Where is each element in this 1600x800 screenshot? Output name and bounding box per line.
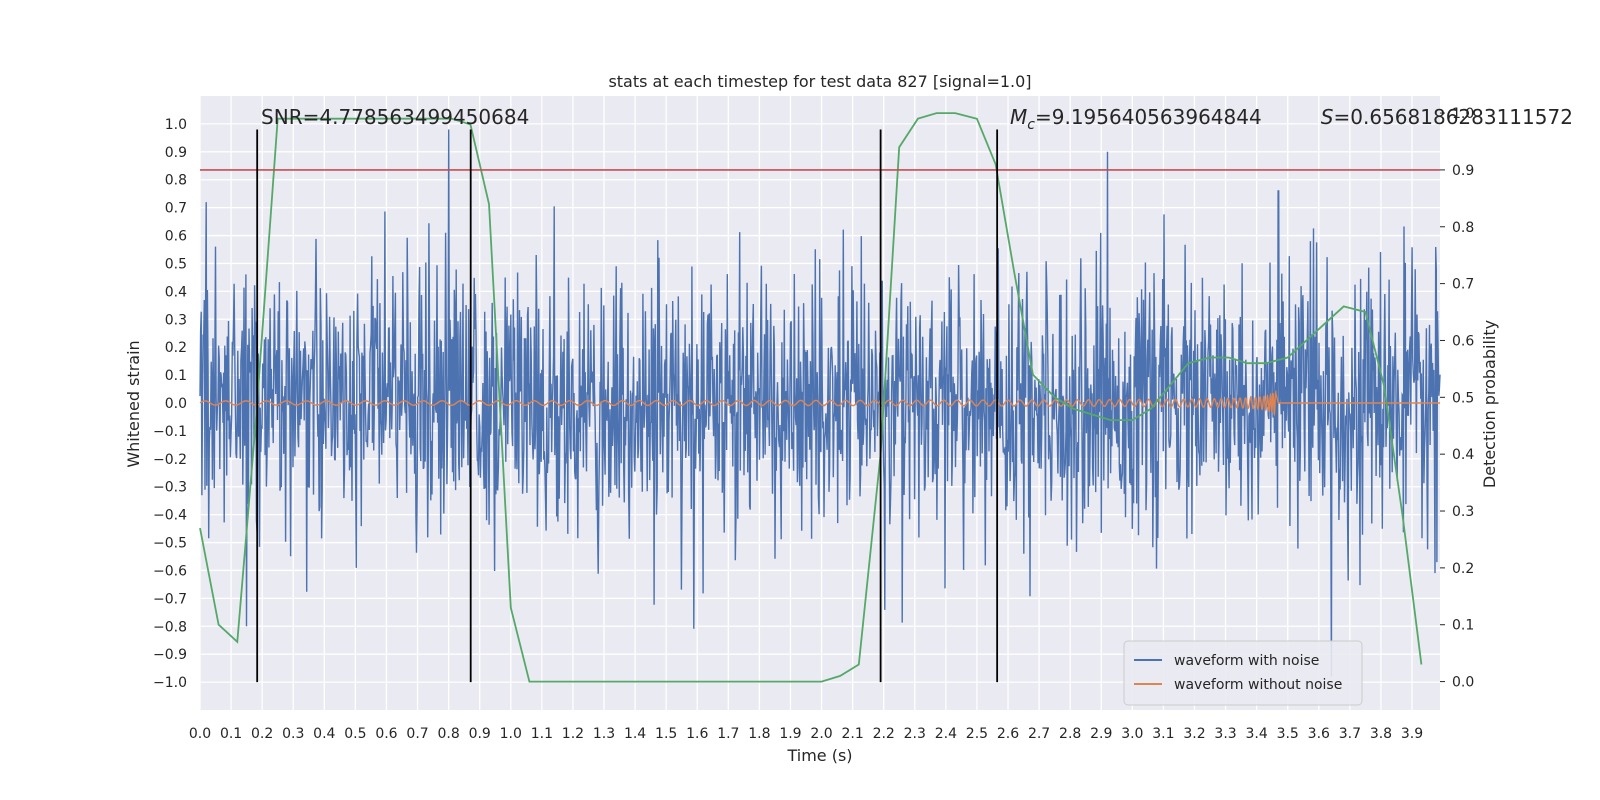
x-tick-label: 0.1 (220, 726, 242, 742)
series-layer (199, 112, 1441, 683)
y-tick-label-right: 0.6 (1452, 333, 1474, 349)
s-annotation: S=0.6568186283111572 (1321, 105, 1573, 129)
x-tick-label: 1.5 (655, 726, 677, 742)
y-tick-label: 0.9 (165, 145, 187, 161)
x-tick-label: 2.6 (997, 726, 1019, 742)
x-tick-label: 3.8 (1370, 726, 1392, 742)
x-tick-label: 3.7 (1339, 726, 1361, 742)
x-tick-label: 2.9 (1090, 726, 1112, 742)
x-tick-label: 2.4 (935, 726, 957, 742)
y-tick-label: 0.4 (165, 284, 187, 300)
x-tick-label: 3.0 (1121, 726, 1143, 742)
y-axis-label-right: Detection probability (1480, 320, 1499, 488)
x-tick-label: 1.3 (593, 726, 615, 742)
x-tick-label: 0.8 (437, 726, 459, 742)
x-tick-label: 0.9 (469, 726, 491, 742)
x-tick-label: 0.6 (375, 726, 397, 742)
y-tick-label: −0.2 (153, 452, 187, 468)
y-tick-label: 0.6 (165, 229, 187, 245)
x-tick-label: 1.9 (779, 726, 801, 742)
chart-title: stats at each timestep for test data 827… (608, 72, 1031, 91)
y-tick-label: 0.3 (165, 312, 187, 328)
x-tick-label: 3.5 (1277, 726, 1299, 742)
x-tick-label: 0.0 (189, 726, 211, 742)
x-tick-label: 1.0 (500, 726, 522, 742)
x-tick-label: 3.6 (1308, 726, 1330, 742)
y-tick-label-right: 0.1 (1452, 618, 1474, 634)
x-tick-label: 3.2 (1183, 726, 1205, 742)
x-tick-label: 2.3 (904, 726, 926, 742)
x-axis-label: Time (s) (786, 746, 852, 765)
y-tick-label-right: 0.2 (1452, 561, 1474, 577)
x-tick-label: 1.7 (717, 726, 739, 742)
y-tick-label: −0.9 (153, 647, 187, 663)
legend-label: waveform without noise (1174, 677, 1342, 693)
y-tick-label: −0.4 (153, 508, 187, 524)
legend-label: waveform with noise (1174, 653, 1319, 669)
y-tick-label: −0.1 (153, 424, 187, 440)
legend-box (1123, 640, 1363, 706)
y-tick-label: 0.7 (165, 201, 187, 217)
series-waveform-with-noise (199, 129, 1441, 677)
chirp-mass-annotation: Mc=9.195640563964844 (1010, 105, 1262, 133)
x-tick-label: 0.3 (282, 726, 304, 742)
y-tick-label-right: 1.0 (1452, 106, 1474, 122)
y-tick-label-right: 0.9 (1452, 163, 1474, 179)
series-detection-probability (199, 112, 1423, 683)
x-tick-label: 3.4 (1246, 726, 1268, 742)
snr-annotation: SNR=4.778563499450684 (261, 105, 529, 129)
y-tick-label: 0.5 (165, 256, 187, 272)
x-tick-label: 1.6 (686, 726, 708, 742)
x-tick-label: 2.0 (810, 726, 832, 742)
y-axis-label: Whitened strain (124, 340, 143, 467)
x-tick-label: 0.2 (251, 726, 273, 742)
y-tick-label-right: 0.7 (1452, 277, 1474, 293)
y-tick-label: −0.7 (153, 591, 187, 607)
y-tick-label: 0.8 (165, 173, 187, 189)
x-tick-label: 0.7 (406, 726, 428, 742)
y-tick-label-right: 0.4 (1452, 447, 1474, 463)
x-tick-label: 3.1 (1152, 726, 1174, 742)
x-tick-label: 2.8 (1059, 726, 1081, 742)
legend: waveform with noise waveform without nois… (1123, 640, 1363, 706)
x-tick-label: 3.3 (1214, 726, 1236, 742)
y-tick-label: 1.0 (165, 117, 187, 133)
y-tick-label: 0.0 (165, 396, 187, 412)
x-tick-label: 0.4 (313, 726, 335, 742)
y-tick-label: −1.0 (153, 675, 187, 691)
y-tick-label-right: 0.0 (1452, 675, 1474, 691)
y-tick-label: 0.2 (165, 340, 187, 356)
y-tick-label-right: 0.8 (1452, 220, 1474, 236)
x-tick-label: 1.8 (748, 726, 770, 742)
overlay-layer: SNR=4.778563499450684 Mc=9.19564056396484… (200, 105, 1573, 706)
series-waveform-without-noise (199, 389, 1440, 417)
y-tick-label: 0.1 (165, 368, 187, 384)
x-tick-label: 2.2 (873, 726, 895, 742)
x-tick-label: 1.1 (531, 726, 553, 742)
y-tick-label: −0.8 (153, 619, 187, 635)
x-tick-label: 2.7 (1028, 726, 1050, 742)
x-tick-label: 1.2 (562, 726, 584, 742)
x-tick-label: 2.1 (841, 726, 863, 742)
y-tick-label-right: 0.5 (1452, 390, 1474, 406)
x-tick-label: 2.5 (966, 726, 988, 742)
y-tick-label-right: 0.3 (1452, 504, 1474, 520)
x-tick-label: 0.5 (344, 726, 366, 742)
y-tick-label: −0.3 (153, 480, 187, 496)
x-tick-label: 1.4 (624, 726, 646, 742)
y-tick-label: −0.6 (153, 563, 187, 579)
y-tick-label: −0.5 (153, 536, 187, 552)
x-tick-label: 3.9 (1401, 726, 1423, 742)
axes-layer: 0.0 0.1 0.2 0.3 0.4 0.5 0.6 0.7 0.8 0.9 1.0 1.1 1.2 1… (153, 106, 1474, 742)
